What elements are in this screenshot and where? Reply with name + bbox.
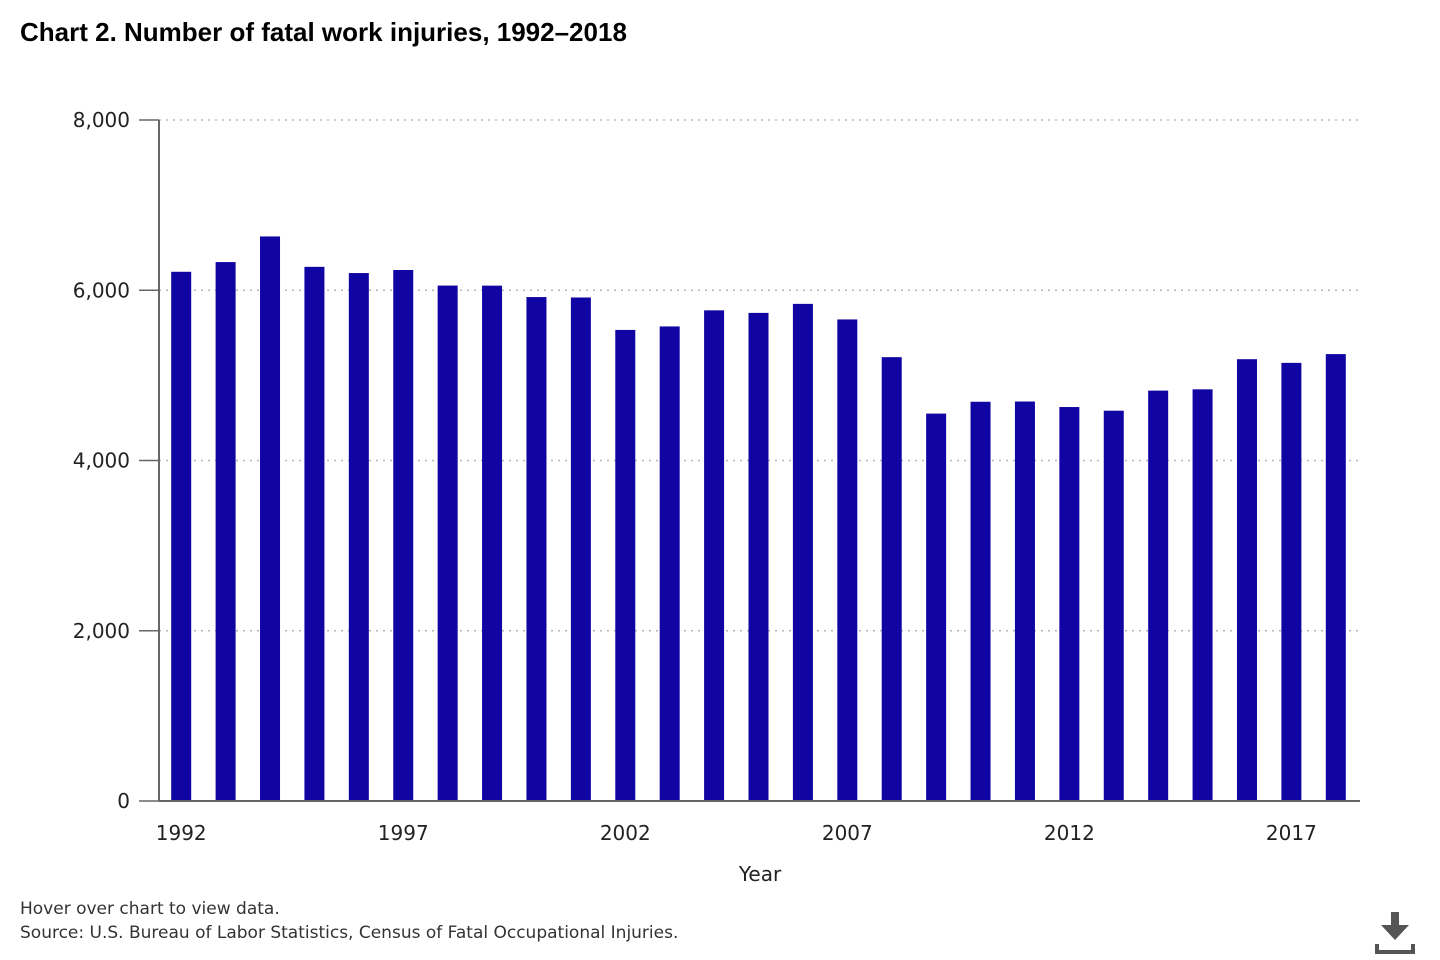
- x-tick-label: 1997: [378, 821, 429, 845]
- x-tick-labels: 1992 1997 2002 2007 2012 2017: [156, 821, 1317, 845]
- y-tick-label: 6,000: [73, 278, 130, 302]
- bar-2003[interactable]: [659, 326, 680, 801]
- source-note: Source: U.S. Bureau of Labor Statistics,…: [20, 923, 679, 943]
- chart-title: Chart 2. Number of fatal work injuries, …: [20, 17, 627, 47]
- download-button[interactable]: [1372, 910, 1418, 956]
- bar-1996[interactable]: [348, 273, 369, 801]
- bar-2005[interactable]: [748, 312, 769, 801]
- bar-2002[interactable]: [615, 329, 636, 801]
- bar-2012[interactable]: [1059, 407, 1080, 801]
- bars: [171, 236, 1346, 802]
- bar-1997[interactable]: [393, 269, 414, 802]
- y-tick-label: 4,000: [73, 449, 130, 473]
- x-tick-label: 2017: [1266, 821, 1317, 845]
- bar-1995[interactable]: [304, 266, 325, 801]
- bar-1998[interactable]: [437, 285, 458, 801]
- bar-2008[interactable]: [881, 357, 902, 801]
- bar-1993[interactable]: [215, 262, 236, 802]
- bar-2015[interactable]: [1192, 389, 1213, 801]
- x-tick-label: 2012: [1044, 821, 1095, 845]
- download-icon: [1375, 912, 1415, 954]
- bar-2013[interactable]: [1103, 410, 1124, 801]
- x-tick-label: 1992: [156, 821, 207, 845]
- bar-2001[interactable]: [570, 297, 591, 801]
- axes: [139, 119, 1360, 802]
- y-tick-label: 2,000: [73, 619, 130, 643]
- y-tick-label: 0: [117, 789, 130, 813]
- bar-2018[interactable]: [1325, 354, 1346, 801]
- x-tick-label: 2007: [822, 821, 873, 845]
- bar-2009[interactable]: [926, 413, 947, 801]
- bar-2007[interactable]: [837, 319, 858, 801]
- bar-2006[interactable]: [792, 303, 813, 801]
- bar-2011[interactable]: [1014, 401, 1035, 801]
- x-axis-title: Year: [738, 862, 782, 886]
- x-tick-label: 2002: [600, 821, 651, 845]
- bar-2010[interactable]: [970, 401, 991, 801]
- y-tick-label: 8,000: [73, 108, 130, 132]
- bar-1992[interactable]: [171, 271, 192, 802]
- bar-2004[interactable]: [704, 310, 725, 801]
- bar-1994[interactable]: [260, 236, 281, 802]
- bar-2014[interactable]: [1148, 390, 1169, 801]
- bar-2000[interactable]: [526, 297, 547, 801]
- bar-1999[interactable]: [482, 285, 503, 801]
- bar-2017[interactable]: [1281, 362, 1302, 801]
- bar-2016[interactable]: [1236, 359, 1257, 801]
- hover-hint: Hover over chart to view data.: [20, 899, 280, 919]
- y-tick-labels: 0 2,000 4,000 6,000 8,000: [73, 108, 130, 813]
